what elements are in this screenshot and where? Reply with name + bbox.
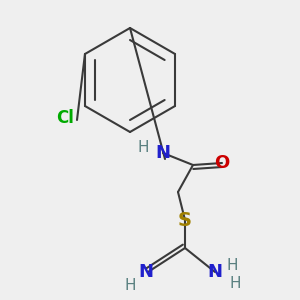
Text: O: O xyxy=(214,154,230,172)
Text: N: N xyxy=(155,144,170,162)
Text: H: H xyxy=(137,140,149,155)
Text: H: H xyxy=(229,275,241,290)
Text: S: S xyxy=(178,211,192,230)
Text: H: H xyxy=(124,278,136,292)
Text: N: N xyxy=(208,263,223,281)
Text: N: N xyxy=(139,263,154,281)
Text: Cl: Cl xyxy=(56,109,74,127)
Text: H: H xyxy=(226,257,238,272)
